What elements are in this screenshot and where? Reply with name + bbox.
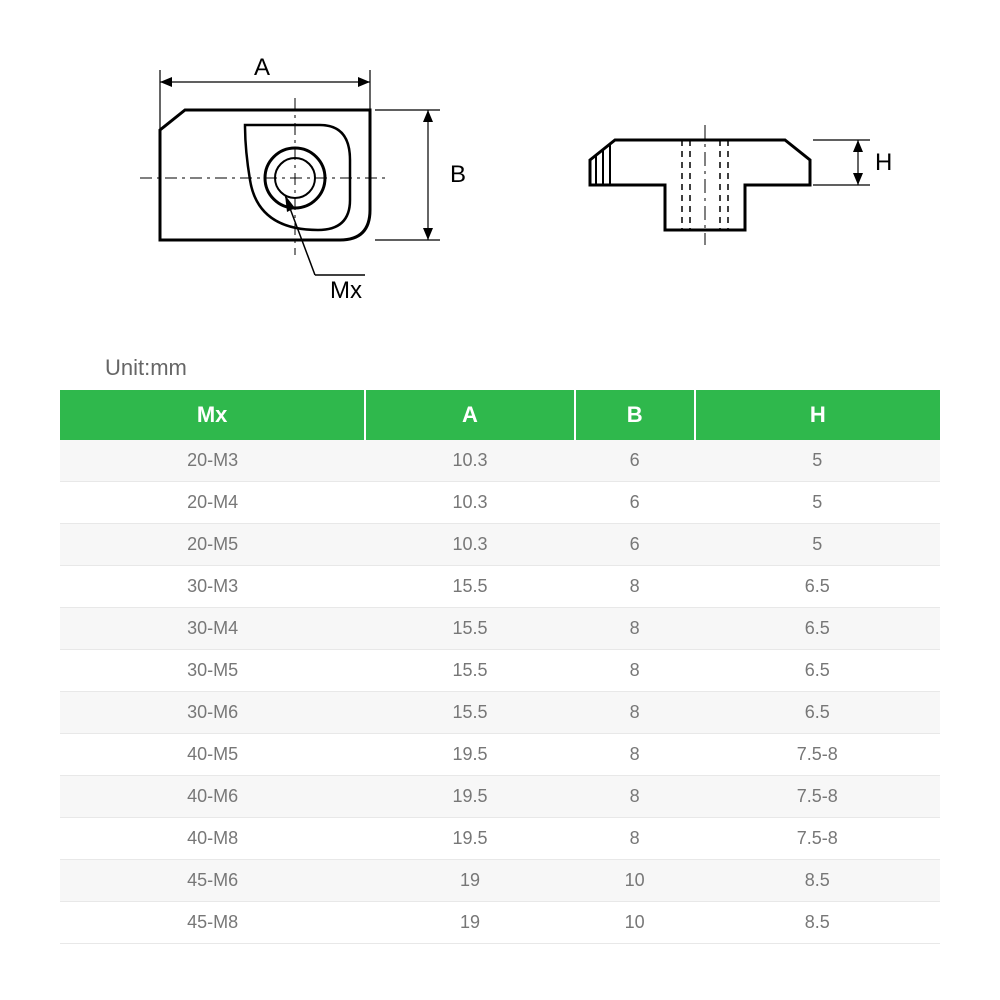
table-cell: 10.3: [365, 524, 575, 566]
table-cell: 30-M3: [60, 566, 365, 608]
table-row: 20-M410.365: [60, 482, 940, 524]
table-row: 40-M519.587.5-8: [60, 734, 940, 776]
table-cell: 19.5: [365, 818, 575, 860]
table-cell: 7.5-8: [695, 818, 940, 860]
table-cell: 8: [575, 650, 695, 692]
table-cell: 20-M3: [60, 440, 365, 482]
table-row: 45-M819108.5: [60, 902, 940, 944]
table-cell: 5: [695, 524, 940, 566]
table-cell: 6.5: [695, 650, 940, 692]
table-cell: 20-M4: [60, 482, 365, 524]
table-cell: 30-M5: [60, 650, 365, 692]
table-cell: 8.5: [695, 902, 940, 944]
table-cell: 19.5: [365, 776, 575, 818]
table-cell: 45-M8: [60, 902, 365, 944]
table-cell: 10.3: [365, 440, 575, 482]
table-cell: 19.5: [365, 734, 575, 776]
table-cell: 10.3: [365, 482, 575, 524]
table-cell: 5: [695, 482, 940, 524]
dim-label-a: A: [254, 54, 270, 81]
unit-label: Unit:mm: [105, 355, 187, 381]
table-cell: 8.5: [695, 860, 940, 902]
table-cell: 40-M6: [60, 776, 365, 818]
table-row: 20-M310.365: [60, 440, 940, 482]
table-cell: 8: [575, 818, 695, 860]
dim-label-h: H: [875, 149, 892, 176]
table-cell: 10: [575, 902, 695, 944]
dim-label-mx: Mx: [330, 277, 362, 304]
table-header-row: Mx A B H: [60, 390, 940, 440]
table-cell: 8: [575, 734, 695, 776]
spec-table: Mx A B H 20-M310.36520-M410.36520-M510.3…: [60, 390, 940, 944]
table-cell: 19: [365, 902, 575, 944]
table-cell: 8: [575, 566, 695, 608]
table-cell: 7.5-8: [695, 734, 940, 776]
table-row: 30-M615.586.5: [60, 692, 940, 734]
table-cell: 8: [575, 608, 695, 650]
table-row: 20-M510.365: [60, 524, 940, 566]
diagram-area: A B Mx: [0, 40, 1000, 300]
table-cell: 45-M6: [60, 860, 365, 902]
table-row: 30-M415.586.5: [60, 608, 940, 650]
table-cell: 5: [695, 440, 940, 482]
table-cell: 15.5: [365, 608, 575, 650]
col-a: A: [365, 390, 575, 440]
table-cell: 6: [575, 524, 695, 566]
table-row: 30-M315.586.5: [60, 566, 940, 608]
table-cell: 19: [365, 860, 575, 902]
table-cell: 30-M6: [60, 692, 365, 734]
spec-table-wrap: Mx A B H 20-M310.36520-M410.36520-M510.3…: [60, 390, 940, 944]
table-cell: 7.5-8: [695, 776, 940, 818]
table-cell: 15.5: [365, 692, 575, 734]
technical-drawings: A B Mx: [0, 40, 1000, 340]
table-cell: 15.5: [365, 566, 575, 608]
table-cell: 8: [575, 776, 695, 818]
table-cell: 6.5: [695, 692, 940, 734]
table-cell: 6.5: [695, 566, 940, 608]
table-cell: 30-M4: [60, 608, 365, 650]
table-cell: 15.5: [365, 650, 575, 692]
col-b: B: [575, 390, 695, 440]
col-h: H: [695, 390, 940, 440]
table-cell: 40-M5: [60, 734, 365, 776]
table-row: 40-M819.587.5-8: [60, 818, 940, 860]
table-row: 45-M619108.5: [60, 860, 940, 902]
table-cell: 10: [575, 860, 695, 902]
table-cell: 8: [575, 692, 695, 734]
table-row: 30-M515.586.5: [60, 650, 940, 692]
table-cell: 6: [575, 482, 695, 524]
col-mx: Mx: [60, 390, 365, 440]
table-cell: 40-M8: [60, 818, 365, 860]
table-cell: 6: [575, 440, 695, 482]
dim-label-b: B: [450, 161, 466, 188]
table-row: 40-M619.587.5-8: [60, 776, 940, 818]
table-cell: 20-M5: [60, 524, 365, 566]
table-cell: 6.5: [695, 608, 940, 650]
